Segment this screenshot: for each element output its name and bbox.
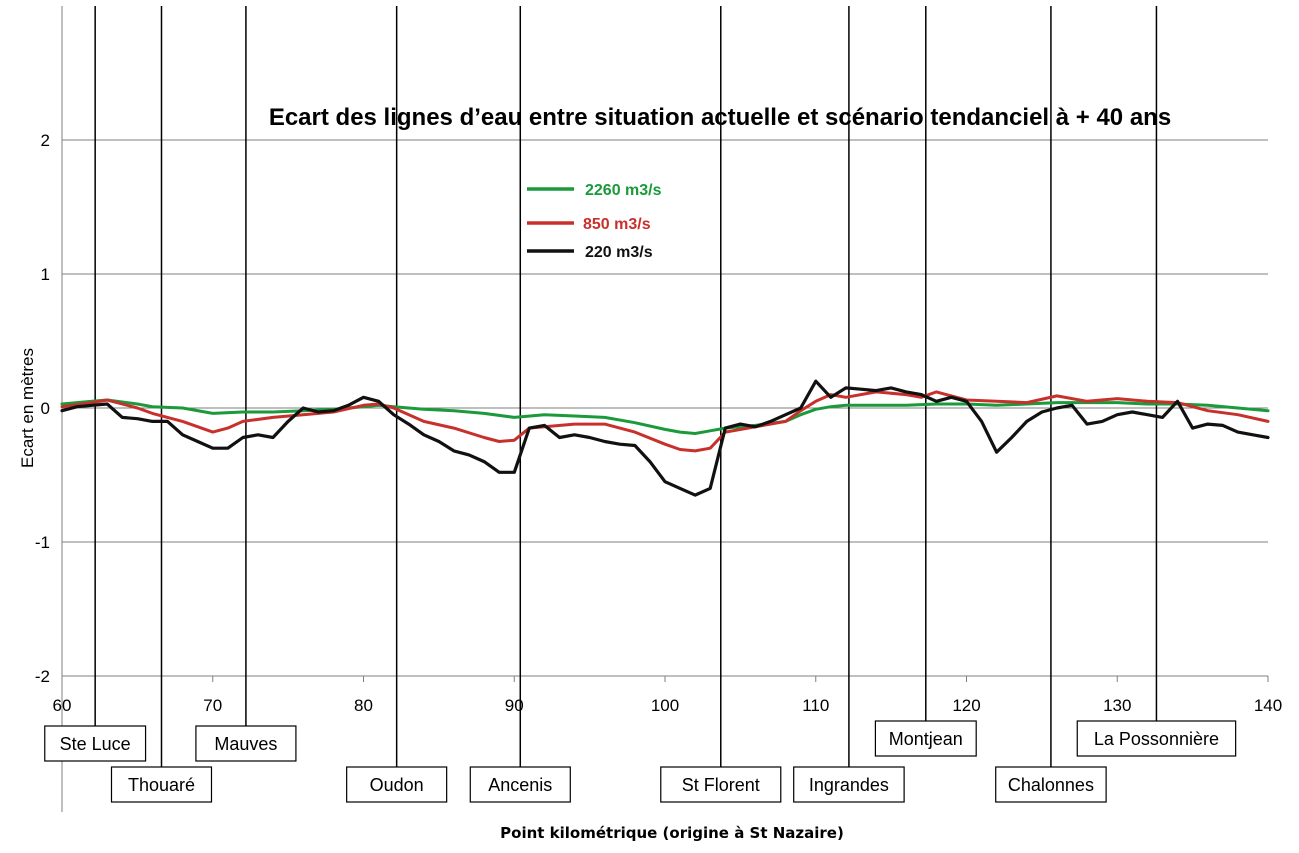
location-box (874, 720, 977, 757)
location-label: Mauves (214, 734, 277, 754)
x-tick-label: 80 (354, 696, 373, 715)
x-tick-label: 130 (1103, 696, 1131, 715)
location-label: Oudon (370, 775, 424, 795)
location-box (110, 766, 213, 803)
x-tick-label: 110 (802, 696, 829, 715)
x-tick-label: 120 (952, 696, 980, 715)
location-label: St Florent (682, 775, 760, 795)
x-axis-label: Point kilométrique (origine à St Nazaire… (500, 824, 844, 842)
y-axis-label: Ecart en mètres (18, 348, 37, 468)
location-label: Montjean (889, 729, 963, 749)
legend-label: 2260 m3/s (585, 182, 662, 199)
location-label: La Possonnière (1094, 729, 1219, 749)
series-line (60, 379, 1270, 497)
location-label: Ancenis (488, 775, 552, 795)
series-lines (60, 379, 1270, 497)
location-box (44, 725, 147, 762)
axes (61, 6, 1269, 812)
location-box (660, 766, 782, 803)
y-tick-label: -1 (35, 533, 50, 552)
location-box (995, 766, 1107, 803)
chart-title: Ecart des lignes d’eau entre situation a… (269, 104, 1171, 131)
location-label: Ste Luce (60, 734, 131, 754)
location-box (793, 766, 905, 803)
tick-labels: -2 -1 0 1 2 60 70 80 90 100 110 120 130 140 (35, 131, 1282, 715)
y-tick-label: 1 (41, 265, 50, 284)
x-tick-label: 140 (1254, 696, 1282, 715)
location-label: Chalonnes (1008, 775, 1094, 795)
legend-label: 220 m3/s (585, 244, 653, 261)
x-tick-label: 90 (505, 696, 524, 715)
series-line (60, 390, 1270, 453)
location-box (195, 725, 297, 762)
location-box (346, 766, 448, 803)
location-lines (94, 6, 1158, 767)
x-tick-label: 70 (203, 696, 222, 715)
series-line (60, 398, 1270, 435)
y-tick-label: 0 (41, 399, 50, 418)
location-label: Ingrandes (809, 775, 889, 795)
location-box (469, 766, 571, 803)
x-tick-label: 60 (53, 696, 72, 715)
y-tick-label: 2 (41, 131, 50, 150)
y-tick-label: -2 (35, 667, 50, 686)
location-label: Thouaré (128, 775, 195, 795)
legend: 2260 m3/s 850 m3/s 220 m3/s (527, 182, 662, 261)
location-labels: Ste Luce Thouaré Mauves Oudon Ancenis St Flor… (44, 720, 1237, 803)
legend-label: 850 m3/s (583, 216, 651, 233)
x-tick-label: 100 (651, 696, 679, 715)
location-box (1076, 720, 1237, 757)
